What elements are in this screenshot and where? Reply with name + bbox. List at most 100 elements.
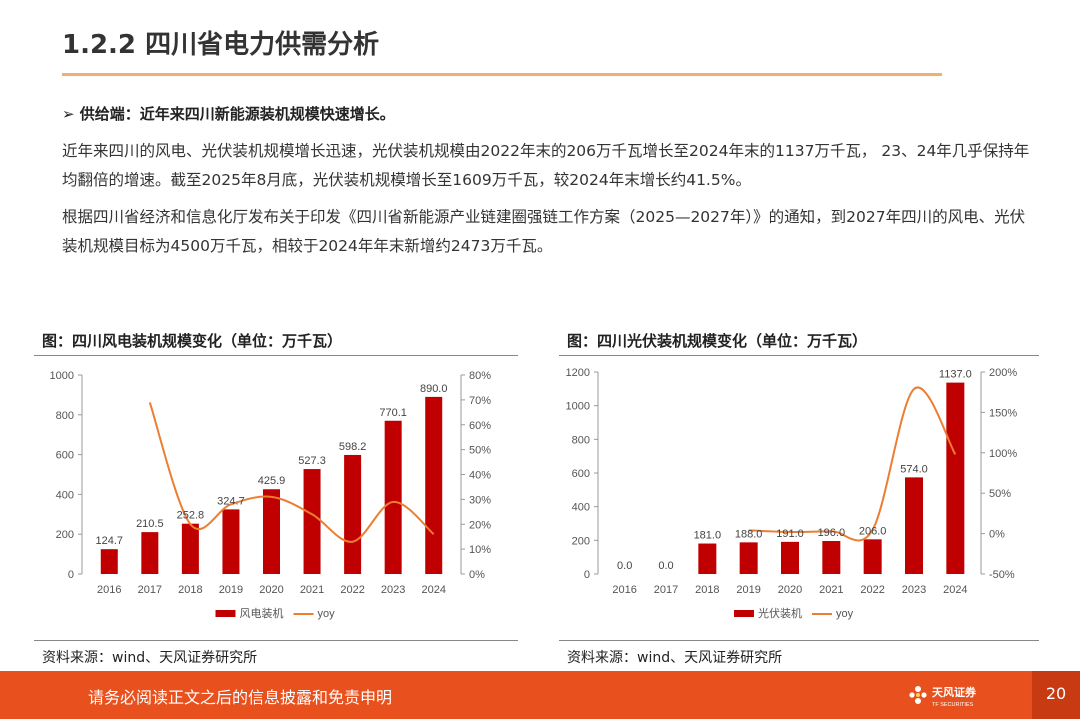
y2-tick-label: 80% bbox=[469, 370, 491, 382]
solar-figure-title: 图：四川光伏装机规模变化（单位：万千瓦） bbox=[567, 332, 868, 350]
data-label: 890.0 bbox=[420, 383, 448, 395]
y-tick-label: 400 bbox=[572, 502, 590, 514]
x-tick-label: 2016 bbox=[97, 584, 121, 596]
bar bbox=[946, 382, 965, 574]
y-tick-label: 400 bbox=[56, 489, 74, 501]
wind-figure-source: 资料来源：wind、天风证券研究所 bbox=[42, 650, 258, 666]
bar bbox=[100, 549, 118, 574]
x-tick-label: 2019 bbox=[219, 584, 243, 596]
y-tick-label: 200 bbox=[56, 529, 74, 541]
x-tick-label: 2018 bbox=[695, 584, 719, 596]
data-label: 181.0 bbox=[694, 530, 722, 542]
page-title: 1.2.2 四川省电力供需分析 bbox=[62, 30, 380, 60]
logo-subtext: TF SECURITIES bbox=[932, 702, 974, 708]
bar bbox=[863, 539, 882, 574]
source-rule bbox=[34, 640, 518, 641]
y-tick-label: 800 bbox=[572, 434, 590, 446]
figure-title-rule bbox=[34, 355, 518, 356]
bar bbox=[303, 469, 321, 574]
data-label: 527.3 bbox=[298, 455, 326, 467]
data-label: 770.1 bbox=[379, 407, 407, 419]
y-tick-label: 1200 bbox=[566, 367, 590, 379]
y2-tick-label: 0% bbox=[469, 569, 485, 581]
x-tick-label: 2021 bbox=[300, 584, 324, 596]
x-tick-label: 2020 bbox=[259, 584, 283, 596]
y2-tick-label: 100% bbox=[989, 448, 1017, 460]
x-tick-label: 2023 bbox=[381, 584, 405, 596]
y2-tick-label: 60% bbox=[469, 420, 491, 432]
figure-title-rule bbox=[559, 355, 1039, 356]
y2-tick-label: 50% bbox=[469, 445, 491, 457]
bar bbox=[822, 541, 841, 574]
x-tick-label: 2023 bbox=[902, 584, 926, 596]
wind-capacity-chart: 0 200 400 600 800 1000 0% 10% 20% 30% 40% 50% 60% 70%… bbox=[50, 370, 492, 620]
x-tick-label: 2017 bbox=[138, 584, 162, 596]
wind-figure-title: 图：四川风电装机规模变化（单位：万千瓦） bbox=[42, 332, 343, 350]
y2-tick-label: 20% bbox=[469, 519, 491, 531]
legend-line-label: yoy bbox=[318, 608, 336, 620]
data-label: 0.0 bbox=[658, 560, 673, 572]
bar bbox=[344, 454, 362, 574]
paragraph-1: 近年来四川的风电、光伏装机规模增长迅速，光伏装机规模由2022年末的206万千瓦… bbox=[62, 142, 1030, 189]
legend-bar-swatch bbox=[215, 610, 236, 617]
legend-line-label: yoy bbox=[836, 608, 854, 620]
x-tick-label: 2020 bbox=[778, 584, 802, 596]
y2-tick-label: 40% bbox=[469, 470, 491, 482]
x-tick-label: 2022 bbox=[340, 584, 364, 596]
data-label: 324.7 bbox=[217, 495, 245, 507]
bar bbox=[781, 541, 799, 574]
data-label: 252.8 bbox=[177, 510, 205, 522]
x-tick-label: 2024 bbox=[421, 584, 445, 596]
data-label: 1137.0 bbox=[939, 369, 972, 381]
x-tick-label: 2022 bbox=[860, 584, 884, 596]
x-tick-label: 2019 bbox=[736, 584, 760, 596]
y-tick-label: 0 bbox=[584, 569, 590, 581]
legend-bar-swatch bbox=[734, 610, 754, 617]
data-label: 425.9 bbox=[258, 475, 286, 487]
y2-tick-label: 200% bbox=[989, 367, 1017, 379]
logo-text: 天风证券 bbox=[932, 685, 977, 699]
bar bbox=[739, 542, 758, 574]
paragraph-2: 根据四川省经济和信息化厅发布关于印发《四川省新能源产业链建圈强链工作方案（202… bbox=[62, 208, 1026, 255]
bar bbox=[222, 509, 240, 574]
x-tick-label: 2018 bbox=[178, 584, 202, 596]
data-label: 191.0 bbox=[776, 528, 804, 540]
solar-figure-source: 资料来源：wind、天风证券研究所 bbox=[567, 650, 783, 666]
data-label: 206.0 bbox=[859, 525, 887, 537]
yoy-line bbox=[148, 402, 435, 543]
y-tick-label: 1000 bbox=[566, 401, 590, 413]
y-tick-label: 200 bbox=[572, 535, 590, 547]
data-label: 196.0 bbox=[818, 527, 846, 539]
bar bbox=[905, 477, 923, 574]
wind-figure-panel: 图：四川风电装机规模变化（单位：万千瓦） 0 200 400 600 800 1000 0%… bbox=[34, 327, 518, 670]
y-tick-label: 800 bbox=[56, 410, 74, 422]
x-tick-label: 2016 bbox=[612, 584, 636, 596]
bar bbox=[425, 396, 443, 574]
solar-figure-panel: 图：四川光伏装机规模变化（单位：万千瓦） 0 200 400 600 800 1000 12… bbox=[559, 327, 1039, 670]
bar bbox=[384, 420, 402, 574]
footer-disclaimer: 请务必阅读正文之后的信息披露和免责申明 bbox=[88, 688, 393, 707]
page-number: 20 bbox=[1045, 684, 1067, 703]
data-label: 0.0 bbox=[617, 560, 632, 572]
tf-securities-logo: 天风证券 TF SECURITIES bbox=[909, 685, 977, 708]
x-tick-label: 2021 bbox=[819, 584, 843, 596]
y2-tick-label: 50% bbox=[989, 488, 1011, 500]
y2-tick-label: 70% bbox=[469, 395, 491, 407]
x-tick-label: 2017 bbox=[654, 584, 678, 596]
bar bbox=[698, 543, 717, 574]
y-tick-label: 600 bbox=[572, 468, 590, 480]
solar-capacity-chart: 0 200 400 600 800 1000 1200 -50% 0% 50% 100% 150% 20… bbox=[566, 367, 1018, 620]
bar bbox=[181, 523, 199, 574]
y2-tick-label: 10% bbox=[469, 544, 491, 556]
data-label: 598.2 bbox=[339, 441, 367, 453]
y2-tick-label: 150% bbox=[989, 407, 1017, 419]
source-rule bbox=[559, 640, 1039, 641]
x-tick-label: 2024 bbox=[943, 584, 967, 596]
y2-tick-label: 0% bbox=[989, 529, 1005, 541]
y-tick-label: 1000 bbox=[50, 370, 74, 382]
y2-tick-label: -50% bbox=[989, 569, 1015, 581]
bar bbox=[263, 489, 280, 574]
data-label: 210.5 bbox=[136, 518, 164, 530]
y-tick-label: 0 bbox=[68, 569, 74, 581]
data-label: 124.7 bbox=[96, 535, 124, 547]
